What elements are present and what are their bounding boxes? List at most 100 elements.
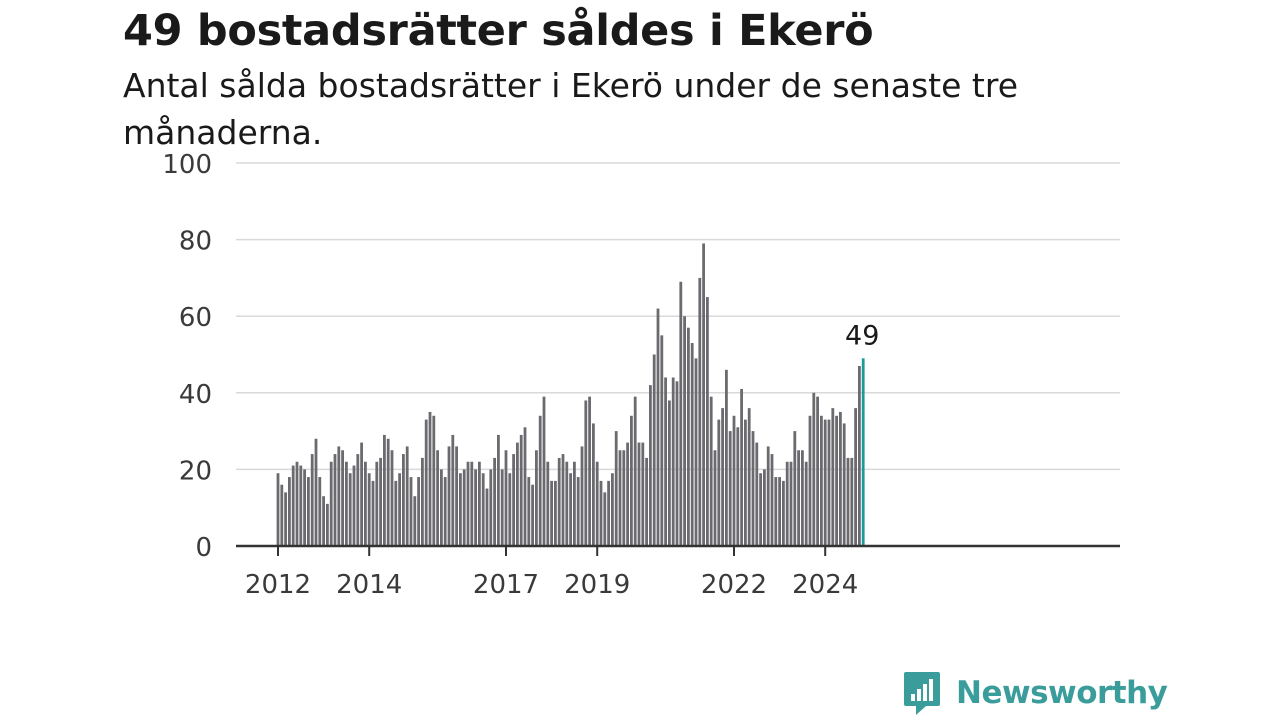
bar: [698, 277, 702, 546]
bar: [801, 450, 804, 546]
bar: [744, 419, 747, 546]
bar: [516, 442, 519, 546]
bar: [550, 480, 553, 546]
bar: [478, 461, 481, 546]
bar: [858, 365, 861, 546]
bar: [493, 457, 496, 546]
bar: [523, 427, 527, 546]
bar: [485, 488, 489, 546]
bar: [823, 419, 827, 546]
bar: [398, 473, 401, 546]
bar: [413, 496, 417, 546]
bar: [831, 408, 835, 546]
bar: [512, 454, 515, 546]
bar: [364, 461, 367, 546]
bar: [474, 469, 477, 546]
bar: [318, 477, 322, 546]
bar: [618, 450, 622, 546]
y-tick-label: 0: [195, 533, 212, 563]
bar: [763, 469, 766, 546]
bar: [432, 415, 436, 546]
bar: [683, 316, 686, 546]
bar: [759, 473, 762, 546]
bar: [656, 308, 660, 546]
bar: [614, 431, 618, 546]
bar: [820, 415, 823, 546]
newsworthy-logo-icon: [904, 672, 940, 715]
bar: [793, 431, 797, 546]
bar: [546, 461, 550, 546]
bar: [717, 419, 721, 546]
bar: [584, 400, 588, 546]
bar: [352, 465, 356, 546]
bar: [706, 297, 709, 546]
bar: [774, 477, 778, 546]
y-axis-labels: 0 20 40 60 80 100: [162, 150, 212, 563]
bar: [405, 446, 409, 546]
bar: [637, 442, 641, 546]
y-tick-label: 60: [179, 303, 212, 333]
brand-name: Newsworthy: [956, 675, 1168, 711]
bar: [808, 415, 812, 546]
bar: [424, 419, 428, 546]
bar: [778, 477, 781, 546]
bar: [645, 457, 648, 546]
bar: [671, 377, 675, 546]
bar: [280, 484, 284, 546]
bar: [595, 461, 599, 546]
bar: [500, 469, 504, 546]
bar: [417, 477, 420, 546]
bar: [535, 450, 538, 546]
bar: [455, 446, 458, 546]
bar: [740, 388, 743, 546]
bar: [538, 415, 542, 546]
bar: [611, 473, 614, 546]
bar: [329, 461, 333, 546]
bar: [573, 461, 576, 546]
bar: [531, 484, 534, 546]
bar: [652, 354, 656, 546]
bar: [797, 450, 800, 546]
y-tick-label: 40: [179, 380, 212, 410]
bar: [276, 473, 280, 546]
bar: [462, 469, 466, 546]
bar: [804, 461, 808, 546]
bar: [390, 450, 394, 546]
bar: [622, 450, 626, 546]
bar: [728, 431, 732, 546]
bar: [542, 396, 546, 546]
bar: [371, 480, 375, 546]
bar: [341, 450, 344, 546]
bar: [721, 408, 724, 546]
bar: [326, 503, 329, 546]
bar: [356, 454, 360, 546]
bar: [709, 396, 713, 546]
bar: [481, 473, 485, 546]
bar: [303, 469, 306, 546]
bar: [557, 457, 561, 546]
bar: [443, 477, 447, 546]
bar: [580, 446, 584, 546]
newsworthy-logo: Newsworthy: [902, 670, 1168, 716]
bar: [702, 243, 705, 546]
bar: [284, 492, 287, 546]
bar: [421, 457, 424, 546]
bar: [592, 423, 595, 546]
bar: [736, 427, 740, 546]
bar: [565, 461, 569, 546]
bar: [440, 469, 443, 546]
bar: [394, 480, 398, 546]
bar: [694, 358, 698, 546]
bar-highlight: [861, 358, 865, 546]
bar: [375, 461, 379, 546]
x-tick-label: 2019: [564, 570, 630, 600]
bar: [687, 327, 690, 546]
bar: [664, 377, 667, 546]
bar: [633, 396, 637, 546]
bar: [725, 369, 728, 546]
chart-subtitle: Antal sålda bostadsrätter i Ekerö under …: [123, 66, 1018, 152]
chart-title: 49 bostadsrätter såldes i Ekerö: [123, 6, 874, 56]
bar: [470, 461, 474, 546]
bar: [785, 461, 789, 546]
